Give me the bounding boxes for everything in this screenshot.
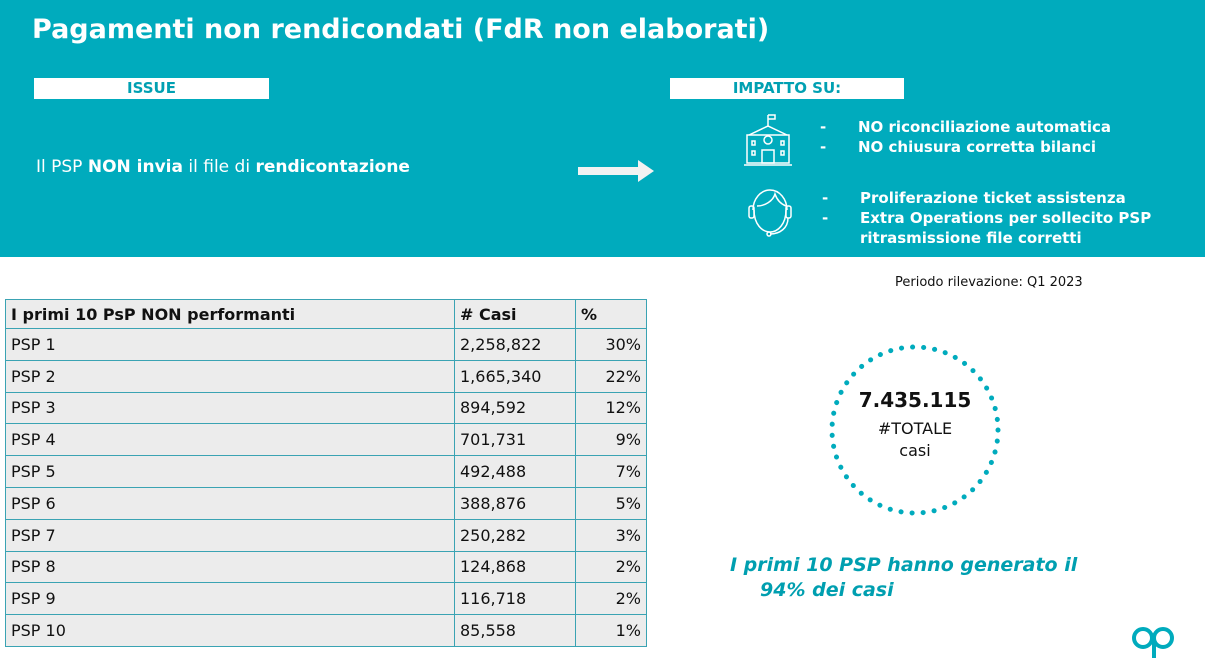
page-title: Pagamenti non rendicondati (FdR non elab… [32, 14, 770, 45]
cell-name: PSP 6 [5, 486, 455, 520]
issue-text: Il PSP NON invia il file di rendicontazi… [36, 157, 410, 177]
impact-item: NO chiusura corretta bilanci [858, 138, 1096, 156]
impact-group-1: - NO riconciliazione automatica - NO chius… [820, 118, 1111, 156]
impact-group-2: - Proliferazione ticket assistenza - Extra… [822, 188, 1170, 248]
support-operator-icon [748, 189, 792, 237]
cell-pct: 22% [575, 359, 647, 393]
cell-num: 85,558 [454, 614, 576, 647]
cell-num: 124,868 [454, 550, 576, 584]
total-label: #TOTALE [877, 419, 953, 438]
arrow-right-icon [578, 160, 654, 182]
table-row: PSP 9 116,718 2% [5, 582, 647, 616]
impact-item: Extra Operations per sollecito PSP ritra… [860, 209, 1152, 247]
header-banner: Pagamenti non rendicondati (FdR non elab… [0, 0, 1205, 257]
cell-num: 894,592 [454, 391, 576, 425]
issue-text-part: Il PSP [36, 157, 88, 177]
table-row: PSP 4 701,731 9% [5, 423, 647, 457]
cell-pct: 1% [575, 614, 647, 647]
issue-text-part: il file di [182, 157, 256, 177]
cell-name: PSP 1 [5, 328, 455, 361]
cell-pct: 30% [575, 328, 647, 361]
period-text: Periodo rilevazione: Q1 2023 [895, 275, 1083, 290]
cell-pct: 3% [575, 518, 647, 552]
cell-name: PSP 10 [5, 614, 455, 647]
total-unit: casi [899, 441, 931, 460]
issue-text-bold: NON invia [87, 157, 183, 177]
cell-num: 492,488 [454, 455, 576, 488]
cell-name: PSP 9 [5, 582, 455, 616]
table-row: PSP 2 1,665,340 22% [5, 359, 647, 393]
table-header-row: I primi 10 PsP NON performanti # Casi % [5, 299, 647, 329]
cell-pct: 5% [575, 486, 647, 520]
impact-item: Proliferazione ticket assistenza [860, 189, 1126, 207]
town-hall-icon [744, 114, 792, 166]
cell-pct: 2% [575, 550, 647, 584]
cell-num: 701,731 [454, 423, 576, 457]
cell-name: PSP 2 [5, 359, 455, 393]
cell-name: PSP 8 [5, 550, 455, 584]
cell-pct: 7% [575, 455, 647, 488]
impact-label: IMPATTO SU: [670, 78, 904, 99]
table-row: PSP 7 250,282 3% [5, 518, 647, 552]
table-row: PSP 1 2,258,822 30% [5, 328, 647, 361]
cell-num: 250,282 [454, 518, 576, 552]
issue-text-bold: rendicontazione [255, 157, 410, 177]
cell-pct: 2% [575, 582, 647, 616]
cell-num: 1,665,340 [454, 359, 576, 393]
cell-name: PSP 3 [5, 391, 455, 425]
cell-pct: 9% [575, 423, 647, 457]
table-row: PSP 3 894,592 12% [5, 391, 647, 425]
table-row: PSP 10 85,558 1% [5, 614, 647, 647]
summary-line: 94% dei casi [760, 579, 894, 601]
cell-num: 388,876 [454, 486, 576, 520]
cell-name: PSP 4 [5, 423, 455, 457]
issue-label: ISSUE [34, 78, 269, 99]
cell-name: PSP 7 [5, 518, 455, 552]
psp-table: I primi 10 PsP NON performanti # Casi % … [5, 299, 647, 647]
cell-num: 116,718 [454, 582, 576, 616]
total-value: 7.435.115 [858, 388, 972, 412]
pagopa-logo-icon [1132, 627, 1174, 658]
total-box: 7.435.115 #TOTALE casi [829, 388, 1001, 462]
cell-name: PSP 5 [5, 455, 455, 488]
table-row: PSP 5 492,488 7% [5, 455, 647, 488]
summary-line: I primi 10 PSP hanno generato il [730, 554, 1078, 576]
table-row: PSP 6 388,876 5% [5, 486, 647, 520]
column-header: # Casi [454, 299, 576, 329]
cell-num: 2,258,822 [454, 328, 576, 361]
column-header: % [575, 299, 647, 329]
summary-text: I primi 10 PSP hanno generato il 94% dei… [730, 553, 1077, 603]
cell-pct: 12% [575, 391, 647, 425]
impact-item: NO riconciliazione automatica [858, 118, 1111, 136]
total-circle [829, 344, 1001, 516]
column-header: I primi 10 PsP NON performanti [5, 299, 455, 329]
table-row: PSP 8 124,868 2% [5, 550, 647, 584]
